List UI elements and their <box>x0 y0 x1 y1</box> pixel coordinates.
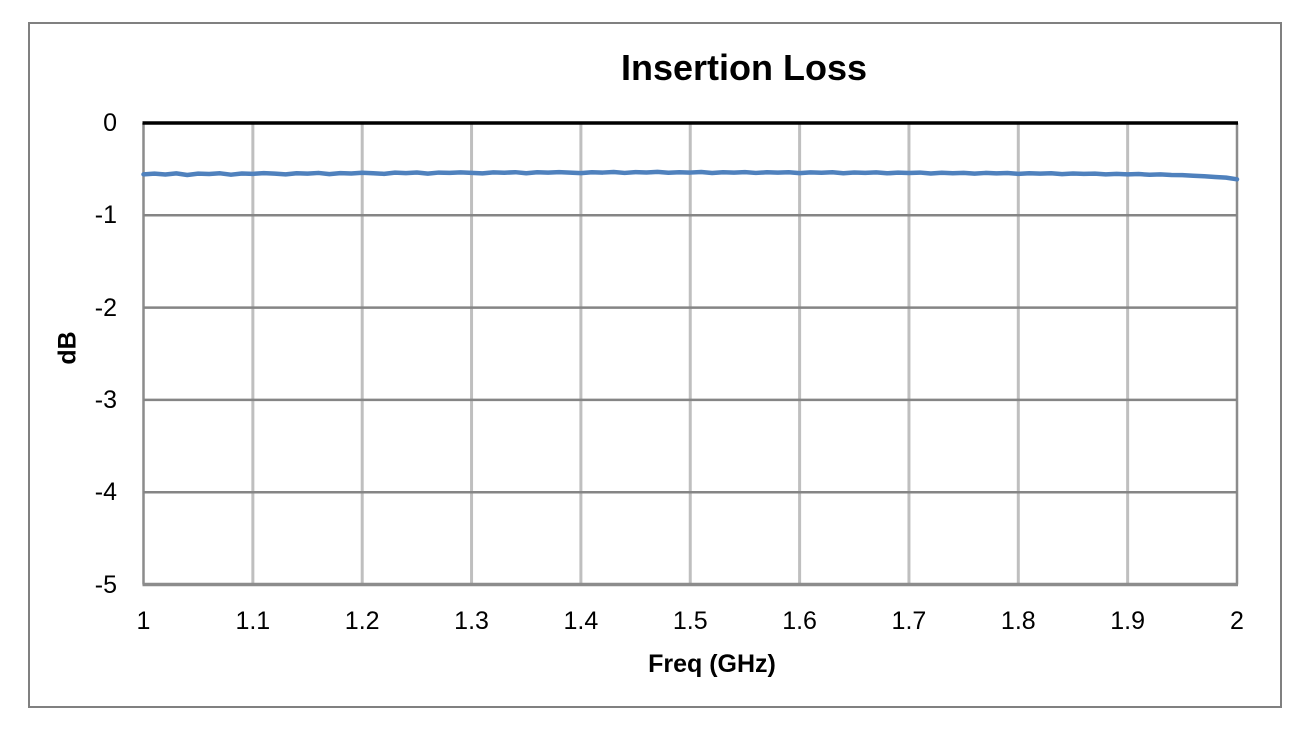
y-tick-label: -3 <box>94 385 117 414</box>
x-tick-label: 1.7 <box>891 607 927 635</box>
y-tick-label: -5 <box>94 570 117 599</box>
y-tick-label: -1 <box>94 201 117 230</box>
x-tick-label: 1.5 <box>672 607 708 635</box>
x-tick-label: 1.4 <box>563 607 599 635</box>
chart-title: Insertion Loss <box>620 47 868 88</box>
x-tick-label: 2 <box>1230 607 1244 635</box>
y-axis-title: dB <box>53 331 82 365</box>
series-line-insertion-loss <box>141 169 1240 182</box>
x-tick-label: 1.1 <box>235 607 271 635</box>
x-tick-label: 1.3 <box>454 607 489 635</box>
x-axis-title: Freq (GHz) <box>648 650 776 678</box>
x-tick-label: 1.8 <box>1000 607 1036 635</box>
x-tick-label: 1 <box>136 607 151 635</box>
y-tick-label: -2 <box>94 293 117 322</box>
y-tick-label: -4 <box>94 478 117 507</box>
x-tick-label: 1.6 <box>782 607 817 635</box>
y-tick-label: 0 <box>103 109 117 137</box>
x-tick-label: 1.9 <box>1110 607 1146 635</box>
x-tick-label: 1.2 <box>344 607 380 635</box>
chart-frame <box>28 22 1282 708</box>
